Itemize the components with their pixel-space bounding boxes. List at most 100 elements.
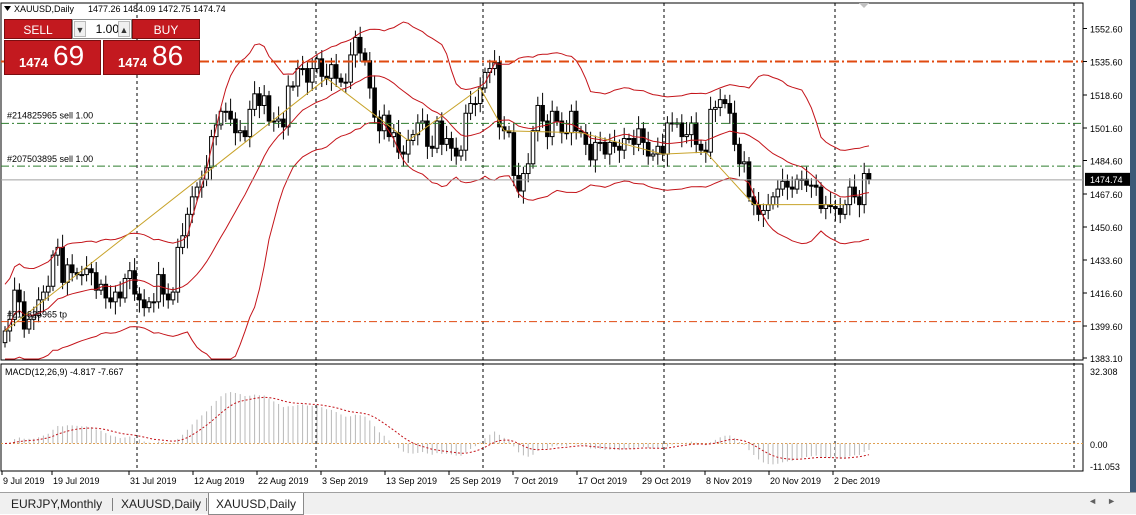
candle-bearish <box>132 270 137 295</box>
candle-bearish <box>228 110 233 120</box>
candle-bullish <box>343 81 349 84</box>
price-chart[interactable]: #214825965 sell 1.00 #207503895 sell 1.00… <box>0 0 1136 492</box>
candle-bullish <box>36 299 41 316</box>
candle-bearish <box>857 196 862 206</box>
date-axis-label: 22 Aug 2019 <box>258 476 309 486</box>
candle-bullish <box>170 291 176 301</box>
date-axis-label: 12 Aug 2019 <box>194 476 245 486</box>
candle-bearish <box>789 186 795 190</box>
candle-bullish <box>708 108 713 153</box>
tab-xauusd-daily-active[interactable]: XAUUSD,Daily <box>208 493 305 515</box>
candle-bullish <box>444 138 449 145</box>
candle-bullish <box>468 103 473 114</box>
candle-bullish <box>458 149 464 157</box>
chart-ohlc-values: 1477.26 1484.09 1472.75 1474.74 <box>88 4 226 14</box>
candle-bullish <box>780 180 785 190</box>
candle-bearish <box>727 103 733 114</box>
candle-bearish <box>722 99 728 105</box>
arrow-down-icon[interactable]: ▼ <box>74 21 86 37</box>
candle-bullish <box>223 110 229 113</box>
candle-bearish <box>693 122 699 145</box>
candle-bearish <box>305 68 310 83</box>
candle-bearish <box>429 145 435 149</box>
candle-bullish <box>276 118 281 122</box>
candle-bearish <box>746 161 752 198</box>
candle-bullish <box>218 110 224 126</box>
candle-bullish <box>597 141 603 144</box>
tab-eurjpy-monthly[interactable]: EURJPY,Monthly <box>11 497 103 511</box>
chart-expand-icon <box>4 6 11 11</box>
candle-bullish <box>50 254 56 287</box>
candle-bearish <box>660 145 665 155</box>
arrow-up-icon[interactable]: ▲ <box>118 21 130 37</box>
candle-bullish <box>127 270 133 279</box>
candle-bullish <box>146 301 152 309</box>
macd-label: MACD(12,26,9) -4.817 -7.667 <box>5 367 124 377</box>
price-axis-label: 1433.60 <box>1090 256 1123 266</box>
candle-bullish <box>122 277 128 299</box>
candle-bearish <box>511 132 517 176</box>
sell-price-pips: 69 <box>53 40 85 71</box>
candle-bearish <box>165 293 171 301</box>
candle-bearish <box>588 143 593 161</box>
candle-bearish <box>319 58 325 77</box>
candle-bullish <box>309 68 315 83</box>
date-axis-label: 25 Sep 2019 <box>450 476 501 486</box>
candle-bearish <box>449 138 454 149</box>
candle-bullish <box>650 153 656 157</box>
date-axis-label: 29 Oct 2019 <box>642 476 691 486</box>
candle-bearish <box>362 52 368 62</box>
sell-button[interactable]: SELL <box>4 19 72 39</box>
candle-bearish <box>641 128 646 143</box>
candle-bearish <box>545 120 550 138</box>
date-axis-label: 31 Jul 2019 <box>130 476 177 486</box>
candle-bullish <box>156 274 161 303</box>
zigzag-line <box>4 77 845 332</box>
candle-bullish <box>842 204 848 215</box>
candle-bearish <box>732 112 737 145</box>
buy-price-panel[interactable]: 1474 86 <box>103 40 200 75</box>
candle-bullish <box>12 289 17 320</box>
candle-bullish <box>713 106 718 110</box>
buy-price-prefix: 1474 <box>118 55 147 70</box>
price-axis-label: 1383.10 <box>1090 354 1123 364</box>
sell-price-panel[interactable]: 1474 69 <box>4 40 101 75</box>
candle-bullish <box>665 122 670 155</box>
lot-size-input[interactable] <box>87 21 119 37</box>
tab-xauusd-daily[interactable]: XAUUSD,Daily <box>121 497 202 511</box>
candle-bearish <box>266 95 272 122</box>
price-axis-label: 1535.60 <box>1090 58 1123 68</box>
candle-bullish <box>689 122 694 136</box>
candle-bullish <box>295 68 301 87</box>
candle-bullish <box>770 196 776 206</box>
date-axis-label: 3 Sep 2019 <box>322 476 368 486</box>
buy-price-pips: 86 <box>152 40 184 71</box>
candle-bearish <box>372 87 377 118</box>
price-axis-label: 1399.60 <box>1090 322 1123 332</box>
candle-bullish <box>593 141 598 161</box>
date-axis-label: 20 Nov 2019 <box>770 476 821 486</box>
date-axis-label: 19 Jul 2019 <box>53 476 100 486</box>
tab-scroll-arrows[interactable]: ◄► <box>1088 496 1126 506</box>
candle-bullish <box>569 110 574 134</box>
chart-symbol-title: XAUUSD,Daily <box>14 4 75 14</box>
candle-bullish <box>405 139 411 155</box>
candle-bullish <box>463 112 469 151</box>
candle-bullish <box>300 68 305 71</box>
candle-bearish <box>631 138 637 145</box>
candle-bearish <box>583 132 589 145</box>
candle-bullish <box>2 330 8 344</box>
candle-bearish <box>161 274 166 295</box>
candle-bullish <box>314 58 320 70</box>
order-label-2: #207503895 sell 1.00 <box>7 154 93 164</box>
candle-bullish <box>189 196 195 215</box>
candle-bullish <box>41 291 46 301</box>
macd-histogram <box>9 392 870 465</box>
candle-bullish <box>151 301 157 304</box>
candle-bullish <box>473 103 478 106</box>
date-axis-label: 17 Oct 2019 <box>578 476 627 486</box>
candle-bearish <box>573 110 579 132</box>
candle-bearish <box>401 151 406 155</box>
candle-bullish <box>765 204 771 211</box>
buy-button[interactable]: BUY <box>132 19 200 39</box>
